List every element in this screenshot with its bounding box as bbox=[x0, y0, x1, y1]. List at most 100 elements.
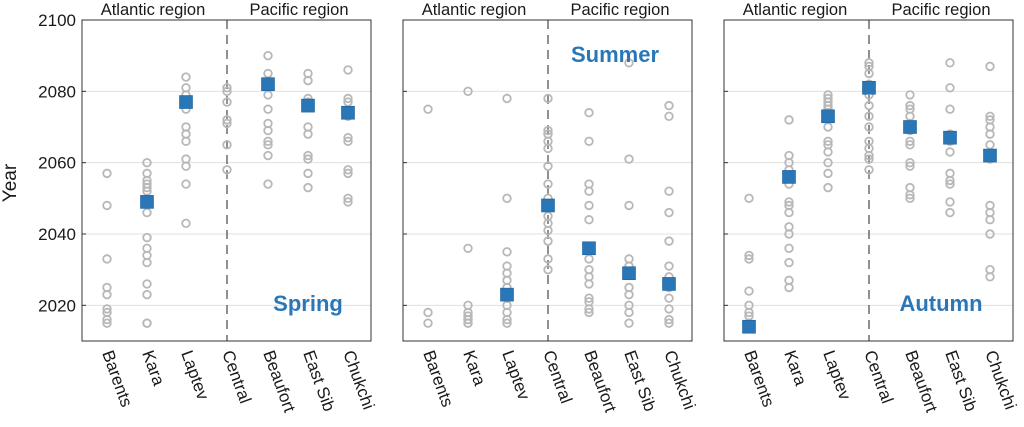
category-label: Kara bbox=[780, 348, 810, 389]
member-point bbox=[502, 318, 512, 328]
member-point bbox=[303, 182, 313, 193]
member-point bbox=[502, 93, 512, 104]
member-point bbox=[303, 150, 313, 161]
member-point bbox=[263, 104, 273, 114]
member-point bbox=[181, 218, 191, 228]
region-label-pacific: Pacific region bbox=[891, 1, 990, 19]
season-label: Summer bbox=[571, 42, 659, 67]
member-point bbox=[584, 136, 594, 146]
member-point bbox=[142, 279, 152, 289]
member-point bbox=[343, 168, 353, 179]
member-point bbox=[142, 318, 152, 328]
member-point bbox=[945, 175, 955, 186]
member-point bbox=[905, 136, 915, 146]
member-point bbox=[102, 289, 112, 300]
member-point bbox=[823, 122, 833, 132]
member-point bbox=[624, 58, 634, 68]
member-point bbox=[263, 125, 273, 136]
member-point bbox=[343, 93, 353, 104]
member-point bbox=[584, 215, 594, 225]
mean-point bbox=[782, 170, 796, 184]
member-point bbox=[102, 254, 112, 264]
category-label: East Sib bbox=[620, 348, 660, 414]
member-point bbox=[222, 86, 232, 97]
mean-point bbox=[622, 266, 636, 281]
member-point bbox=[584, 200, 594, 211]
member-point bbox=[624, 307, 634, 318]
member-point bbox=[543, 236, 553, 246]
member-point bbox=[543, 125, 553, 136]
category-label: Beaufort bbox=[259, 348, 299, 415]
member-point bbox=[985, 111, 995, 121]
member-point bbox=[624, 200, 634, 211]
y-tick-label: 2020 bbox=[38, 296, 76, 315]
category-label: Barents bbox=[740, 348, 778, 410]
y-tick-label: 2080 bbox=[38, 82, 76, 101]
member-point bbox=[664, 293, 674, 303]
member-point bbox=[423, 307, 433, 318]
member-point bbox=[584, 307, 594, 318]
mean-point bbox=[179, 95, 193, 109]
member-point bbox=[864, 111, 874, 121]
member-point bbox=[664, 186, 674, 196]
mean-point bbox=[742, 319, 756, 334]
member-point bbox=[823, 168, 833, 179]
member-point bbox=[985, 272, 995, 282]
y-tick-label: 2060 bbox=[38, 154, 76, 173]
member-point bbox=[463, 314, 473, 325]
region-label-pacific: Pacific region bbox=[249, 1, 348, 19]
member-point bbox=[222, 140, 232, 150]
member-point bbox=[945, 197, 955, 207]
category-label: Chukchi bbox=[660, 348, 699, 412]
mean-point bbox=[541, 198, 555, 213]
member-point bbox=[584, 108, 594, 118]
mean-point bbox=[261, 77, 275, 91]
member-point bbox=[624, 289, 634, 300]
member-point bbox=[784, 207, 794, 218]
member-point bbox=[142, 257, 152, 268]
season-label: Autumn bbox=[899, 291, 982, 316]
region-label-pacific: Pacific region bbox=[570, 1, 669, 19]
member-point bbox=[543, 161, 553, 171]
member-point bbox=[222, 83, 232, 93]
member-point bbox=[985, 215, 995, 225]
category-label: Central bbox=[218, 348, 255, 406]
member-point bbox=[823, 147, 833, 157]
member-point bbox=[543, 254, 553, 264]
category-label: Kara bbox=[459, 348, 489, 389]
member-point bbox=[102, 314, 112, 325]
member-point bbox=[423, 104, 433, 114]
member-point bbox=[343, 65, 353, 75]
mean-point bbox=[943, 130, 957, 145]
member-point bbox=[102, 168, 112, 179]
region-label-atlantic: Atlantic region bbox=[422, 1, 527, 19]
category-label: Laptev bbox=[498, 348, 533, 403]
member-point bbox=[945, 207, 955, 218]
category-label: Chukchi bbox=[981, 348, 1020, 412]
member-point bbox=[222, 118, 232, 129]
member-point bbox=[664, 304, 674, 314]
member-point bbox=[664, 111, 674, 121]
member-point bbox=[222, 165, 232, 175]
member-point bbox=[423, 318, 433, 328]
mean-point bbox=[301, 98, 315, 113]
member-point bbox=[985, 61, 995, 72]
member-point bbox=[502, 314, 512, 325]
member-point bbox=[222, 97, 232, 107]
member-point bbox=[463, 243, 473, 253]
category-label: Kara bbox=[138, 348, 168, 389]
member-point bbox=[905, 190, 915, 200]
member-point bbox=[864, 154, 874, 164]
member-point bbox=[263, 140, 273, 150]
member-point bbox=[142, 207, 152, 218]
category-label: Central bbox=[539, 348, 576, 406]
chart-panel-summer: Atlantic region Pacific region Barents Kara… bbox=[402, 1, 699, 415]
mean-point bbox=[903, 120, 917, 134]
member-point bbox=[584, 186, 594, 196]
member-point bbox=[303, 75, 313, 86]
member-point bbox=[744, 193, 754, 204]
category-label: East Sib bbox=[299, 348, 339, 414]
member-point bbox=[303, 154, 313, 164]
mean-point bbox=[862, 80, 876, 95]
chart-panel-autumn: Atlantic region Pacific region Barents Kara… bbox=[723, 1, 1020, 415]
